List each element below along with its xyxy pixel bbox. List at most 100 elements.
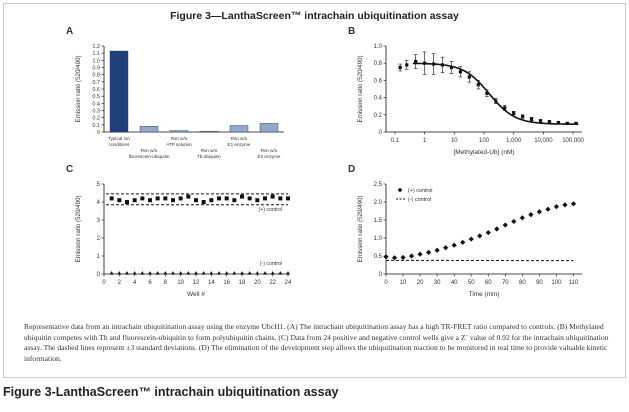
data-point-pos-c — [155, 196, 160, 201]
y-axis-label-a: Emission ratio (520/490) — [75, 55, 82, 122]
y-tick-label-c: 5 — [97, 182, 101, 188]
x-axis-label-b: [Methylated-Ub] (nM) — [453, 149, 514, 156]
annotation-pos-c: (+) control — [259, 207, 283, 213]
data-point-pos-d — [545, 206, 551, 212]
data-point-neg-c — [232, 271, 237, 275]
x-tick-label-d: 40 — [451, 280, 458, 286]
bar-a — [259, 123, 279, 133]
x-tick-label-d: 0 — [384, 280, 388, 286]
data-point-b — [494, 99, 498, 103]
x-tick-label-b: 10 — [451, 138, 458, 144]
data-point-neg-c — [278, 271, 283, 275]
data-point-neg-c — [255, 271, 260, 275]
bar-a — [199, 131, 219, 133]
data-point-pos-c — [201, 200, 206, 204]
y-tick-label-d: 0.5 — [374, 254, 383, 260]
data-point-pos-c — [194, 198, 198, 203]
legend-label-neg-d: (-) control — [408, 197, 431, 203]
data-point-b — [574, 121, 578, 125]
panel-d-chart: D 0 0.5 1.0 1.5 2.0 2.5 0 10 20 30 40 50 60 70 80 90 100 1… — [348, 164, 582, 298]
x-tick-label-c: 12 — [193, 280, 200, 286]
y-tick-label-b: 0.6 — [374, 78, 383, 84]
x-tick-label-b: 1 — [423, 138, 427, 144]
category-label-a: fluorescein-ubiquitin — [129, 154, 170, 159]
y-tick-label-c: 4 — [97, 200, 101, 206]
category-label-a: Rxn w/o — [141, 148, 158, 153]
data-point-neg-c — [148, 271, 152, 275]
data-point-neg-c — [178, 271, 183, 275]
y-tick-label-a: 1.2 — [92, 44, 100, 50]
data-point-neg-c — [109, 271, 114, 275]
x-tick-label-c: 6 — [148, 280, 152, 286]
panel-label-a: A — [66, 26, 73, 37]
x-tick-label-c: 8 — [164, 280, 168, 286]
data-point-pos-c — [217, 196, 221, 201]
data-point-pos-c — [224, 196, 229, 201]
figure-frame: Figure 3—LanthaScreen™ intrachain ubiqui… — [3, 3, 626, 378]
data-point-neg-c — [194, 271, 198, 275]
figure-caption: Representative data from an intrachain u… — [24, 322, 609, 363]
data-point-neg-c — [140, 271, 145, 275]
data-point-b — [485, 91, 489, 95]
y-tick-label-c: 3 — [97, 218, 101, 224]
x-tick-label-d: 30 — [434, 280, 441, 286]
data-point-pos-d — [391, 255, 398, 261]
category-label-a: Typical rxn — [108, 136, 130, 141]
x-tick-label-c: 14 — [208, 280, 215, 286]
x-tick-label-b: 1,000 — [506, 138, 522, 144]
data-point-b — [538, 119, 543, 123]
category-label-a: E2 enzyme — [258, 154, 281, 159]
data-point-b — [458, 70, 462, 74]
fit-curve-b — [412, 62, 579, 125]
data-point-b — [547, 120, 552, 124]
data-point-neg-c — [155, 271, 160, 275]
panel-b-chart: B 0 0.2 0.4 0.6 0.8 1.0 0.1 1 10 100 1,000 10,000 100… — [348, 26, 585, 156]
y-tick-label-a: 0.4 — [92, 101, 100, 107]
x-tick-label-c: 20 — [254, 280, 261, 286]
y-tick-label-a: 0.5 — [92, 94, 100, 100]
data-point-b — [556, 120, 560, 125]
data-point-neg-c — [209, 271, 214, 275]
x-axis-label-d: Time (min) — [469, 291, 500, 298]
category-label-a: E1 enzyme — [228, 142, 251, 147]
x-axis-label-c: Well # — [187, 291, 205, 298]
y-tick-label-a: 0.3 — [92, 109, 100, 115]
x-tick-label-d: 60 — [485, 280, 492, 286]
y-tick-label-a: 0 — [97, 130, 100, 136]
x-tick-label-c: 24 — [285, 280, 292, 286]
data-point-pos-d — [536, 209, 542, 215]
x-tick-label-b: 100,000 — [562, 138, 584, 144]
x-tick-label-d: 50 — [468, 280, 475, 286]
data-point-pos-d — [451, 242, 457, 248]
data-point-pos-c — [263, 196, 267, 201]
data-point-pos-d — [426, 249, 432, 255]
data-point-pos-c — [286, 196, 290, 201]
data-point-pos-d — [502, 222, 508, 228]
x-tick-label-c: 16 — [223, 280, 230, 286]
y-tick-label-b: 0 — [379, 130, 383, 136]
x-tick-label-d: 110 — [569, 280, 579, 286]
y-tick-label-c: 0 — [97, 272, 101, 278]
x-tick-label-d: 80 — [519, 280, 526, 286]
y-tick-label-b: 0.2 — [374, 113, 383, 119]
category-label-a: Rxn w/o — [231, 136, 248, 141]
data-point-pos-d — [494, 226, 500, 232]
data-point-neg-c — [201, 271, 206, 275]
data-point-pos-d — [400, 254, 406, 261]
y-tick-label-a: 0.7 — [92, 80, 100, 86]
data-point-pos-d — [511, 218, 517, 225]
data-point-pos-c — [148, 198, 152, 203]
data-point-neg-c — [286, 271, 290, 275]
data-point-b — [529, 117, 534, 121]
y-tick-label-a: 0.6 — [92, 87, 100, 93]
y-tick-label-a: 0.8 — [92, 73, 100, 79]
bar-a — [229, 125, 249, 133]
panel-label-d: D — [348, 164, 355, 175]
data-point-b — [414, 59, 418, 64]
data-point-neg-c — [186, 271, 191, 275]
data-point-pos-c — [125, 200, 129, 204]
data-point-pos-c — [117, 198, 122, 203]
data-point-pos-d — [553, 204, 560, 210]
data-point-b — [467, 75, 471, 79]
